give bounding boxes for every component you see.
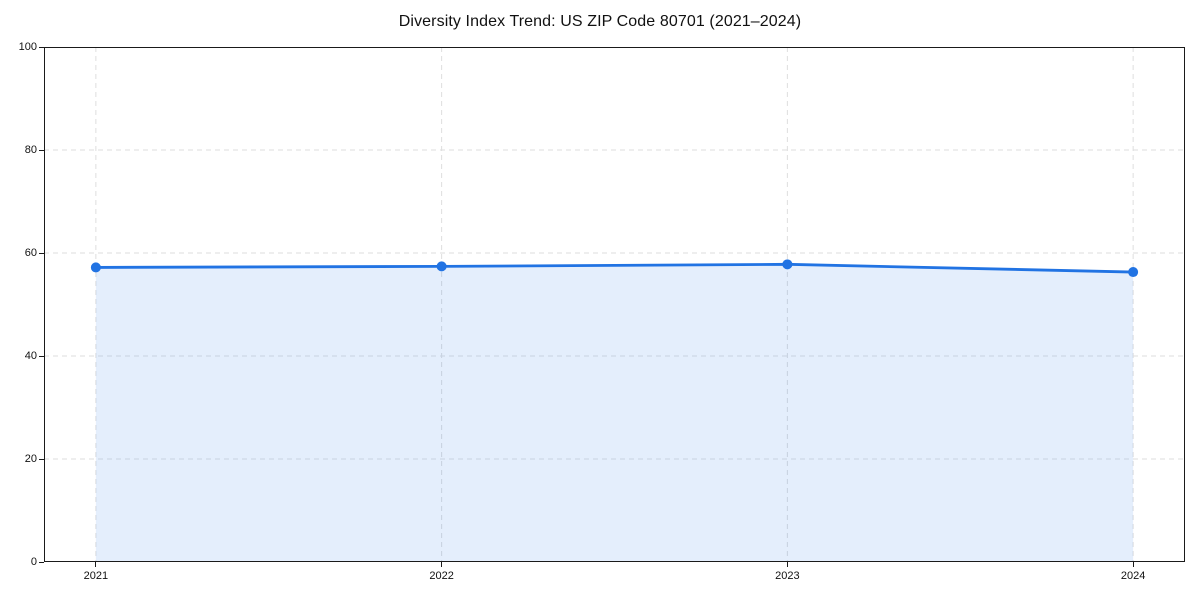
area-fill (95, 264, 1134, 562)
x-tick-mark (786, 562, 788, 567)
y-tick-label: 100 (18, 41, 37, 53)
x-tick-mark (95, 562, 97, 567)
data-point-2024 (1128, 267, 1139, 278)
chart-title: Diversity Index Trend: US ZIP Code 80701… (398, 13, 802, 30)
y-tick-mark (39, 458, 44, 460)
x-tick-mark (441, 562, 443, 567)
y-tick-mark (39, 46, 44, 48)
data-point-2022 (436, 261, 447, 272)
plot-area (44, 47, 1185, 562)
y-tick-mark (39, 252, 44, 254)
y-tick-label: 80 (24, 144, 37, 156)
y-tick-mark (39, 149, 44, 151)
y-tick-mark (39, 355, 44, 357)
y-tick-label: 60 (24, 247, 37, 259)
x-tick-label: 2024 (1120, 570, 1146, 582)
data-point-2023 (782, 259, 793, 270)
y-tick-label: 40 (24, 350, 37, 362)
y-tick-label: 20 (24, 453, 37, 465)
y-tick-mark (39, 561, 44, 563)
data-point-2021 (90, 262, 101, 273)
x-tick-mark (1132, 562, 1134, 567)
trend-chart-canvas (44, 47, 1185, 562)
x-tick-label: 2022 (429, 570, 454, 582)
x-tick-label: 2023 (775, 570, 800, 582)
axes-spines (44, 47, 1185, 562)
trend-line (94, 262, 1135, 274)
x-tick-label: 2021 (83, 570, 109, 582)
y-tick-label: 0 (30, 556, 37, 568)
